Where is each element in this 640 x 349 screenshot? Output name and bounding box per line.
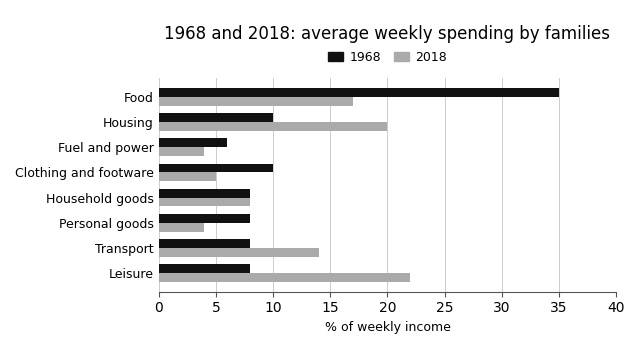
Bar	[159, 172, 216, 181]
Bar	[159, 113, 273, 122]
Bar	[159, 248, 319, 257]
Bar	[159, 122, 387, 131]
Bar	[159, 239, 250, 248]
Bar	[159, 265, 250, 273]
Bar	[159, 214, 250, 223]
Bar	[159, 189, 250, 198]
Bar	[159, 97, 353, 106]
Bar	[159, 88, 559, 97]
Bar	[159, 223, 205, 232]
X-axis label: % of weekly income: % of weekly income	[324, 321, 451, 334]
Legend: 1968, 2018: 1968, 2018	[323, 46, 452, 69]
Bar	[159, 198, 250, 207]
Title: 1968 and 2018: average weekly spending by families: 1968 and 2018: average weekly spending b…	[164, 25, 611, 44]
Bar	[159, 273, 410, 282]
Bar	[159, 139, 227, 147]
Bar	[159, 147, 205, 156]
Bar	[159, 164, 273, 172]
